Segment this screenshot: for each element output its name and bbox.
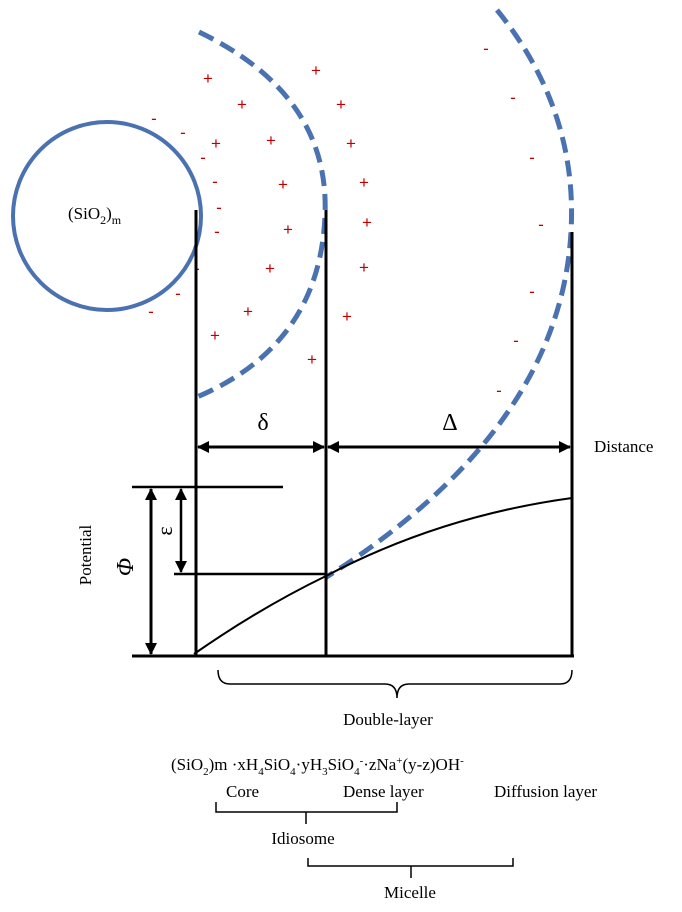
- negative-ion: -: [538, 215, 544, 234]
- positive-ion: +: [266, 131, 276, 150]
- positive-ion: +: [359, 258, 369, 277]
- negative-ion: -: [151, 109, 157, 128]
- negative-ion: -: [212, 172, 218, 191]
- positive-ion: +: [336, 95, 346, 114]
- negative-ion: -: [214, 222, 220, 241]
- positive-ion: +: [346, 134, 356, 153]
- delta-label: δ: [257, 410, 268, 436]
- positive-ion: +: [203, 69, 213, 88]
- positive-ion: +: [307, 350, 317, 369]
- positive-ion: +: [211, 134, 221, 153]
- negative-ion: -: [483, 39, 489, 58]
- negative-ion: -: [529, 282, 535, 301]
- positive-ion: +: [311, 61, 321, 80]
- core-formula-label: (SiO2)m: [68, 204, 122, 227]
- potential-axis-label: Potential: [76, 525, 95, 586]
- negative-ion: -: [175, 284, 181, 303]
- phi-label: Φ: [113, 558, 139, 576]
- negative-ion: -: [216, 198, 222, 217]
- negative-ion: -: [180, 123, 186, 142]
- positive-ion: +: [237, 95, 247, 114]
- big-delta-label: Δ: [442, 410, 457, 436]
- ions-group: +++++++++++++++++----------------: [148, 39, 544, 400]
- micelle-formula: (SiO2)m ·xH4SiO4·yH3SiO4-·zNa+(y-z)OH-: [171, 755, 464, 778]
- potential-curve: [193, 497, 573, 655]
- positive-ion: +: [243, 302, 253, 321]
- negative-ion: -: [148, 302, 154, 321]
- negative-ion: -: [510, 88, 516, 107]
- positive-ion: +: [265, 259, 275, 278]
- double-layer-label: Double-layer: [343, 710, 433, 729]
- positive-ion: +: [278, 175, 288, 194]
- positive-ion: +: [359, 173, 369, 192]
- positive-ion: +: [342, 307, 352, 326]
- negative-ion: -: [513, 331, 519, 350]
- idiosome-label: Idiosome: [271, 829, 334, 848]
- epsilon-label: ε: [152, 526, 177, 535]
- core-label: Core: [226, 782, 259, 801]
- positive-ion: +: [210, 326, 220, 345]
- negative-ion: -: [496, 381, 502, 400]
- double-layer-brace: [217, 669, 573, 699]
- positive-ion: +: [362, 213, 372, 232]
- distance-label: Distance: [594, 437, 653, 456]
- dense-layer-boundary-arc: [196, 29, 328, 400]
- diffusion-layer-boundary-arc: [323, 8, 575, 581]
- diffusion-layer-label: Diffusion layer: [494, 782, 597, 801]
- micelle-label: Micelle: [384, 883, 436, 902]
- negative-ion: -: [529, 148, 535, 167]
- sio2-core-circle: [11, 120, 203, 312]
- micelle-bracket: [307, 858, 514, 878]
- negative-ion: -: [200, 148, 206, 167]
- dense-layer-label: Dense layer: [343, 782, 424, 801]
- positive-ion: +: [283, 220, 293, 239]
- idiosome-bracket: [215, 802, 398, 824]
